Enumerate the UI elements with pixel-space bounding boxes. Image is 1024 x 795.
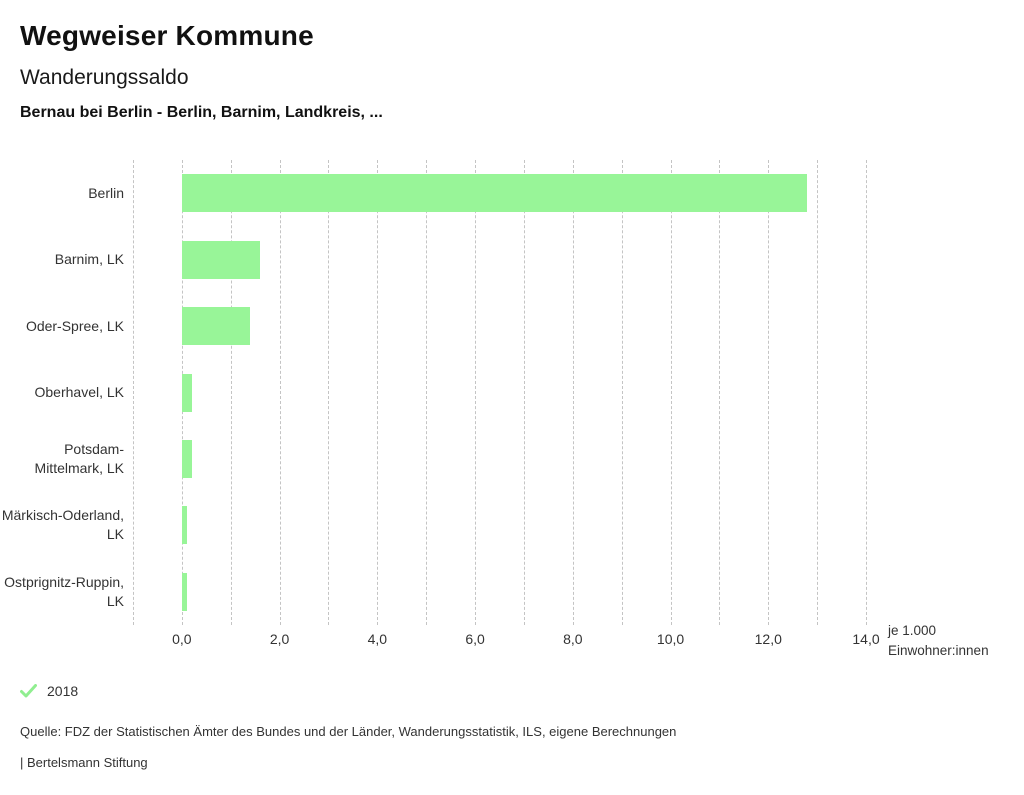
gridline	[377, 160, 379, 625]
legend-label: 2018	[47, 683, 79, 699]
x-axis-unit-line1: je 1.000	[888, 623, 937, 638]
category-label: Potsdam-Mittelmark, LK	[34, 440, 124, 476]
bar-barnim-lk[interactable]	[181, 240, 261, 279]
x-tick-label: 14,0	[852, 631, 880, 647]
check-icon	[20, 684, 37, 698]
bar-ostprignitz-ruppin-lk[interactable]	[181, 572, 187, 611]
chart-subtitle: Bernau bei Berlin - Berlin, Barnim, Land…	[20, 104, 383, 121]
bar-potsdam-mittelmark-lk[interactable]	[181, 439, 192, 478]
gridline	[328, 160, 330, 625]
gridline	[670, 160, 672, 625]
gridline	[768, 160, 770, 625]
gridline	[475, 160, 477, 625]
attribution-text: | Bertelsmann Stiftung	[20, 755, 148, 770]
category-label: Märkisch-Oderland, LK	[1, 507, 124, 543]
bar-oder-spree-lk[interactable]	[181, 307, 251, 346]
x-tick-label: 12,0	[754, 631, 782, 647]
x-tick-label: 8,0	[563, 631, 583, 647]
x-tick-label: 10,0	[656, 631, 685, 647]
x-axis-unit-label: je 1.000 Einwohner:innen	[888, 621, 989, 661]
gridline	[572, 160, 574, 625]
bar-oberhavel-lk[interactable]	[181, 373, 192, 412]
gridline	[817, 160, 819, 625]
x-tick-label: 0,0	[172, 631, 192, 647]
gridline	[719, 160, 721, 625]
x-tick-label: 2,0	[269, 631, 290, 647]
gridline	[523, 160, 525, 625]
gridline	[621, 160, 623, 625]
x-tick-label: 6,0	[465, 631, 485, 647]
gridline	[230, 160, 232, 625]
category-label: Ostprignitz-Ruppin, LK	[4, 573, 124, 609]
gridline	[279, 160, 281, 625]
chart-title: Wanderungssaldo	[20, 66, 189, 89]
bar-berlin[interactable]	[181, 174, 808, 213]
source-text: Quelle: FDZ der Statistischen Ämter des …	[20, 724, 677, 739]
bar-märkisch-oderland-lk[interactable]	[181, 506, 187, 545]
gridline	[426, 160, 428, 625]
gridline	[866, 160, 867, 625]
category-label: Oberhavel, LK	[34, 383, 125, 400]
category-label: Oder-Spree, LK	[25, 317, 124, 334]
x-tick-label: 4,0	[367, 631, 388, 647]
x-axis-unit-line2: Einwohner:innen	[888, 643, 989, 658]
app-title: Wegweiser Kommune	[20, 20, 314, 51]
category-label: Barnim, LK	[54, 251, 124, 268]
gridline	[133, 160, 134, 625]
category-label: Berlin	[88, 184, 124, 201]
legend-item-2018[interactable]: 2018	[20, 683, 78, 699]
plot-area	[133, 160, 867, 625]
